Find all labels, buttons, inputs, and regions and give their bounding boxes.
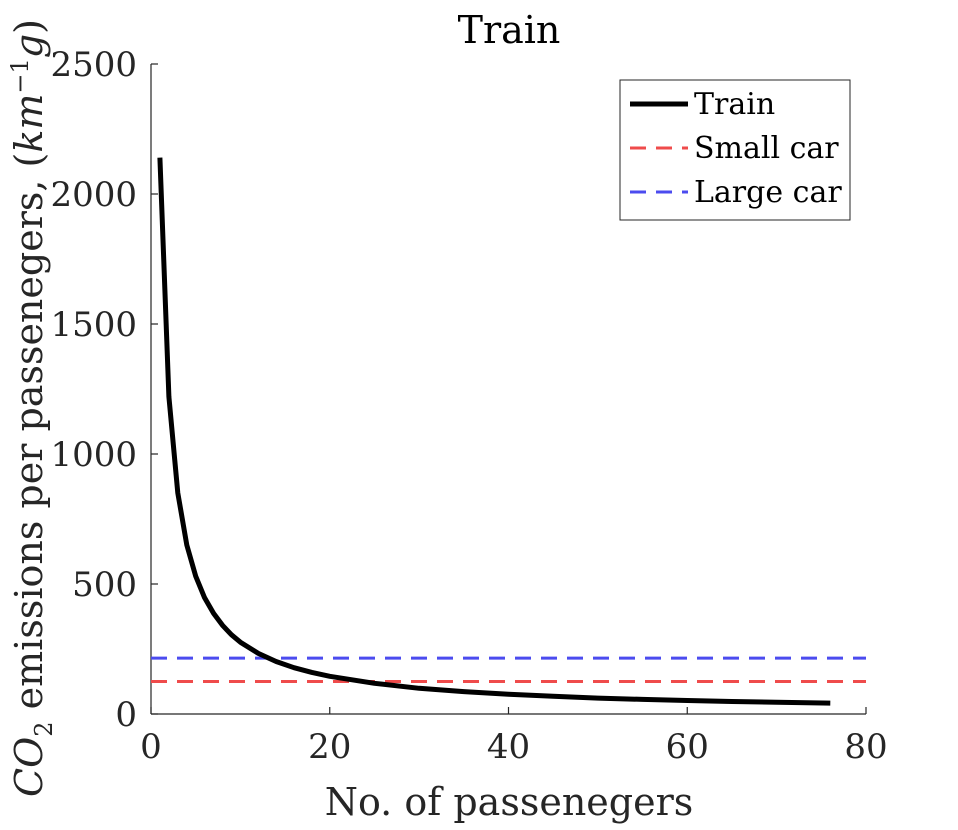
y-axis-title-close: )	[7, 19, 51, 34]
x-tick-label: 80	[844, 727, 887, 767]
y-tick-label: 500	[72, 565, 137, 605]
y-axis-title-g: g	[7, 34, 51, 58]
y-axis-title-text: emissions per passenegers, (	[7, 153, 51, 722]
series-line-train	[157, 157, 831, 706]
y-tick-label: 2000	[50, 175, 137, 215]
y-tick-label: 1500	[50, 305, 137, 345]
y-tick-label: 2500	[50, 45, 137, 85]
x-tick-label: 40	[487, 727, 530, 767]
y-axis-title-exponent: −1	[6, 58, 34, 93]
legend-label: Train	[694, 87, 775, 122]
y-tick-label: 1000	[50, 435, 137, 475]
legend-label: Large car	[694, 175, 842, 210]
x-tick-label: 20	[308, 727, 351, 767]
y-axis-title: CO2 emissions per passenegers, (km−1g)	[6, 19, 58, 797]
legend: Train Small car Large car	[619, 79, 851, 221]
legend-label: Small car	[694, 131, 839, 166]
y-axis-title-km: km	[7, 94, 51, 153]
y-axis-title-co: CO	[7, 737, 51, 797]
y-axis-title-subscript: 2	[30, 721, 58, 736]
x-tick-label: 0	[140, 727, 162, 767]
x-tick-label: 60	[666, 727, 709, 767]
axes: 0 20 40 60 80 0 500 1000 1500 2000 2500	[50, 45, 887, 767]
y-tick-label: 0	[115, 695, 137, 735]
x-axis-title: No. of passenegers	[325, 780, 694, 824]
plot-area	[151, 157, 866, 706]
chart-title: Train	[458, 8, 561, 52]
